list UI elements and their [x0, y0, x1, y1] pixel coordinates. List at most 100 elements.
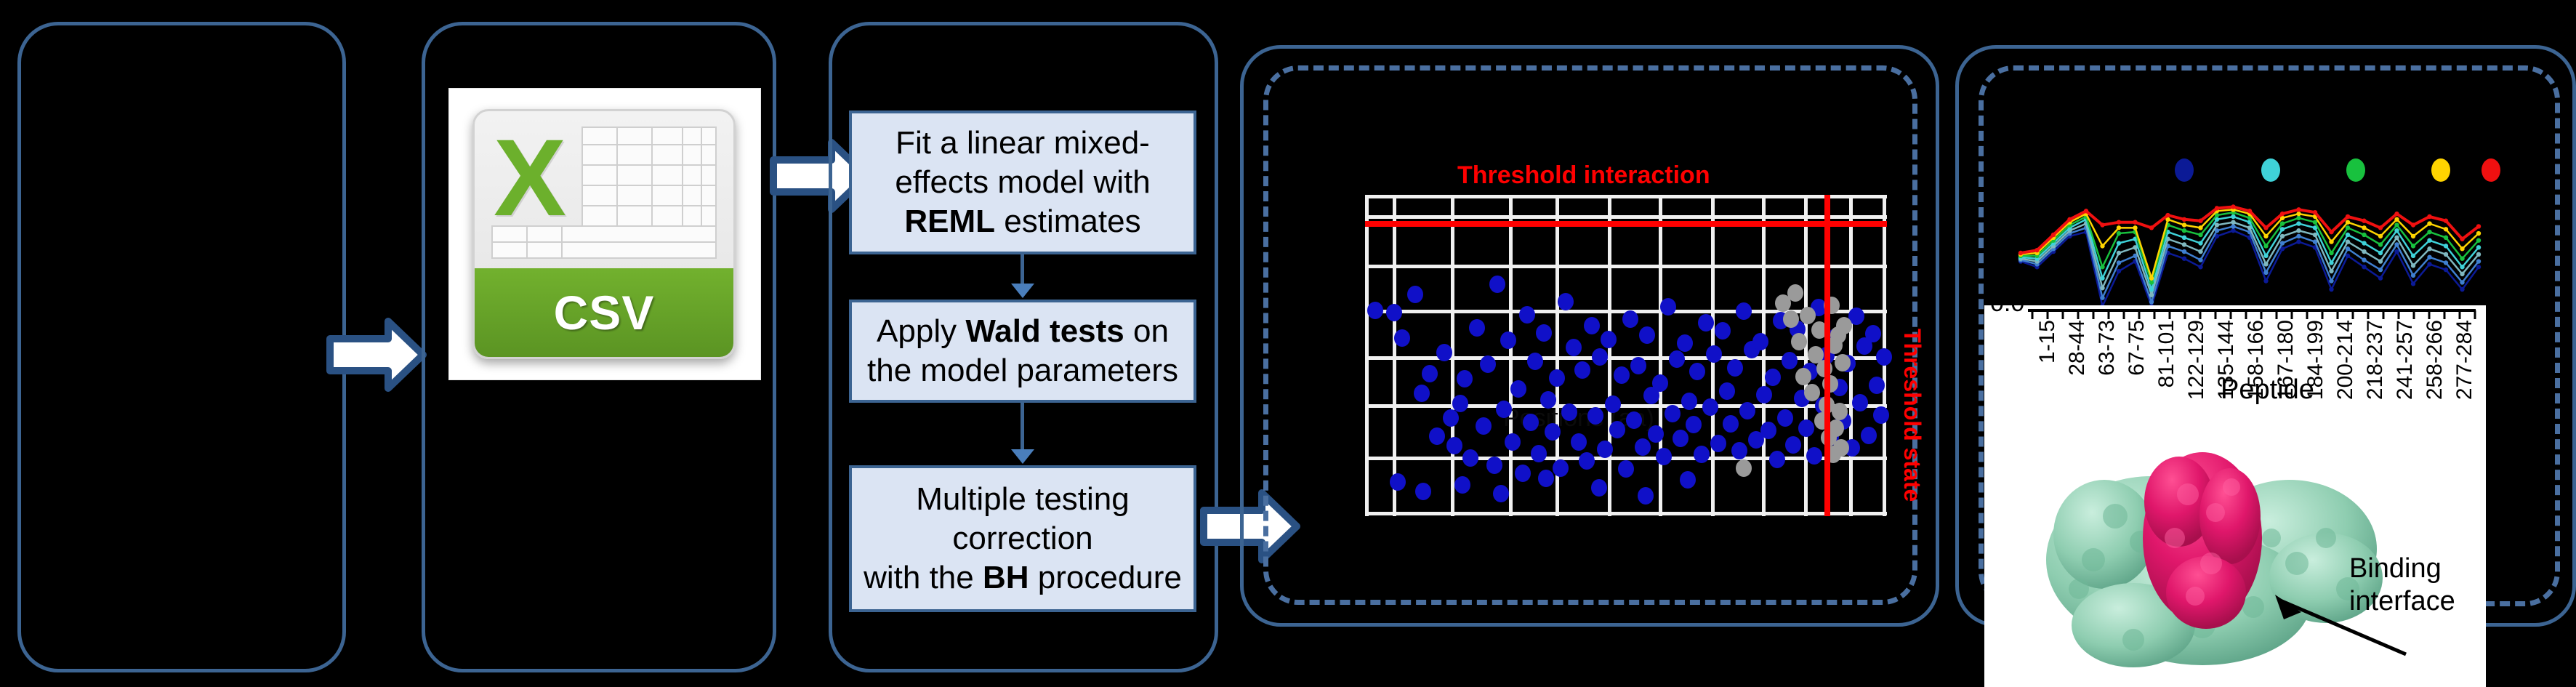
peptide-data-point	[2296, 233, 2301, 239]
scatter-point	[1446, 436, 1463, 454]
peptide-data-point	[2296, 221, 2301, 226]
peptide-data-point	[2279, 215, 2285, 221]
peptide-data-point	[2427, 214, 2432, 220]
peptide-data-point	[2378, 242, 2383, 247]
scatter-point	[1390, 473, 1406, 491]
scatter-point	[1752, 333, 1768, 351]
legend-dot	[2431, 158, 2450, 182]
scatter-point	[1618, 460, 1634, 478]
scatter-point	[1736, 459, 1752, 478]
scatter-point	[1452, 394, 1469, 412]
scatter-point	[1651, 374, 1668, 392]
csv-label-bar: CSV	[475, 268, 733, 357]
peptide-data-point	[2198, 241, 2203, 246]
scatter-point	[1685, 415, 1702, 433]
peptide-data-point	[2362, 265, 2367, 270]
peptide-tick-label: 1-15	[2035, 320, 2059, 364]
peptide-data-point	[2181, 222, 2187, 228]
peptide-data-point	[2296, 215, 2301, 221]
peptide-data-point	[2198, 265, 2203, 270]
peptide-data-point	[2476, 224, 2482, 229]
scatter-point	[1462, 449, 1479, 467]
peptide-data-point	[2067, 217, 2072, 222]
scatter-point	[1706, 345, 1723, 363]
peptide-data-point	[2329, 260, 2334, 265]
scatter-point	[1639, 326, 1656, 345]
peptide-data-point	[2427, 262, 2432, 267]
peptide-data-point	[2296, 207, 2301, 212]
scatter-point	[1414, 385, 1430, 403]
scatter-point	[1579, 451, 1595, 470]
peptide-data-point	[2116, 230, 2122, 236]
scatter-point	[1566, 339, 1582, 357]
peptide-data-point	[2443, 218, 2449, 223]
peptide-data-point	[2296, 228, 2301, 233]
peptide-data-point	[2116, 260, 2122, 265]
csv-file-icon: X CSV	[472, 109, 736, 359]
peptide-data-point	[2476, 252, 2482, 257]
scatter-point	[1549, 369, 1566, 387]
peptide-data-point	[2378, 259, 2383, 264]
panel-input	[17, 22, 346, 672]
peptide-data-point	[2181, 249, 2187, 254]
peptide-data-point	[2263, 262, 2269, 267]
scatter-point	[1848, 307, 1864, 325]
peptide-tick-label: 200-214	[2333, 320, 2357, 401]
binding-interface-label: Binding interface	[2349, 553, 2455, 616]
peptide-data-point	[2149, 225, 2154, 230]
peptide-data-point	[2345, 253, 2351, 259]
scatter-point	[1436, 343, 1453, 361]
csv-label: CSV	[553, 286, 655, 340]
legend-dot	[2482, 158, 2500, 182]
peptide-data-point	[2410, 263, 2416, 268]
scatter-point	[1702, 398, 1718, 416]
scatter-point	[1475, 417, 1492, 435]
peptide-data-point	[2231, 214, 2236, 220]
scatter-point	[1803, 384, 1820, 401]
scatter-point	[1760, 421, 1776, 439]
peptide-data-point	[2263, 253, 2269, 259]
peptide-data-point	[2394, 222, 2399, 228]
peptide-data-point	[2133, 220, 2138, 225]
peptide-data-point	[2279, 241, 2285, 246]
step-fit-model-text: Fit a linear mixed-effects model with REM…	[895, 125, 1151, 239]
scatter-point	[1609, 421, 1625, 439]
scatter-point	[1673, 429, 1689, 447]
peptide-data-point	[2133, 245, 2138, 250]
peptide-data-point	[2345, 214, 2351, 220]
scatter-point	[1469, 318, 1486, 337]
scatter-point	[1689, 363, 1706, 381]
scatter-point	[1677, 334, 1694, 353]
peptide-data-point	[2018, 250, 2024, 256]
peptide-data-point	[2362, 225, 2367, 230]
peptide-data-point	[2345, 220, 2351, 225]
peptide-data-point	[2362, 218, 2367, 223]
peptide-data-point	[2100, 222, 2105, 228]
scatter-point	[1660, 297, 1677, 316]
peptide-data-point	[2460, 280, 2465, 285]
peptide-data-point	[2427, 229, 2432, 235]
peptide-data-point	[2345, 246, 2351, 252]
peptide-data-point	[2312, 209, 2318, 215]
scatter-point	[1680, 471, 1696, 489]
scatter-point	[1587, 407, 1604, 425]
protein-structure-card	[1984, 407, 2486, 687]
scatter-point	[1836, 317, 1853, 335]
peptide-data-point	[2427, 246, 2432, 252]
peptide-tick-label: 67-75	[2125, 320, 2149, 376]
peptide-data-point	[2116, 220, 2122, 225]
scatter-point	[1791, 333, 1808, 351]
peptide-tick-label: 63-73	[2095, 320, 2119, 376]
peptide-data-point	[2263, 278, 2269, 284]
peptide-data-point	[2263, 244, 2269, 249]
peptide-data-point	[2378, 233, 2383, 239]
scatter-point	[1570, 433, 1587, 451]
peptide-data-point	[2100, 285, 2105, 291]
peptide-data-point	[2394, 249, 2399, 254]
scatter-point	[1493, 485, 1510, 503]
threshold-interaction-line	[1365, 221, 1887, 227]
scatter-point	[1540, 390, 1557, 409]
scatter-point	[1852, 393, 1869, 411]
peptide-data-point	[2214, 206, 2220, 211]
peptide-data-point	[2443, 260, 2449, 265]
